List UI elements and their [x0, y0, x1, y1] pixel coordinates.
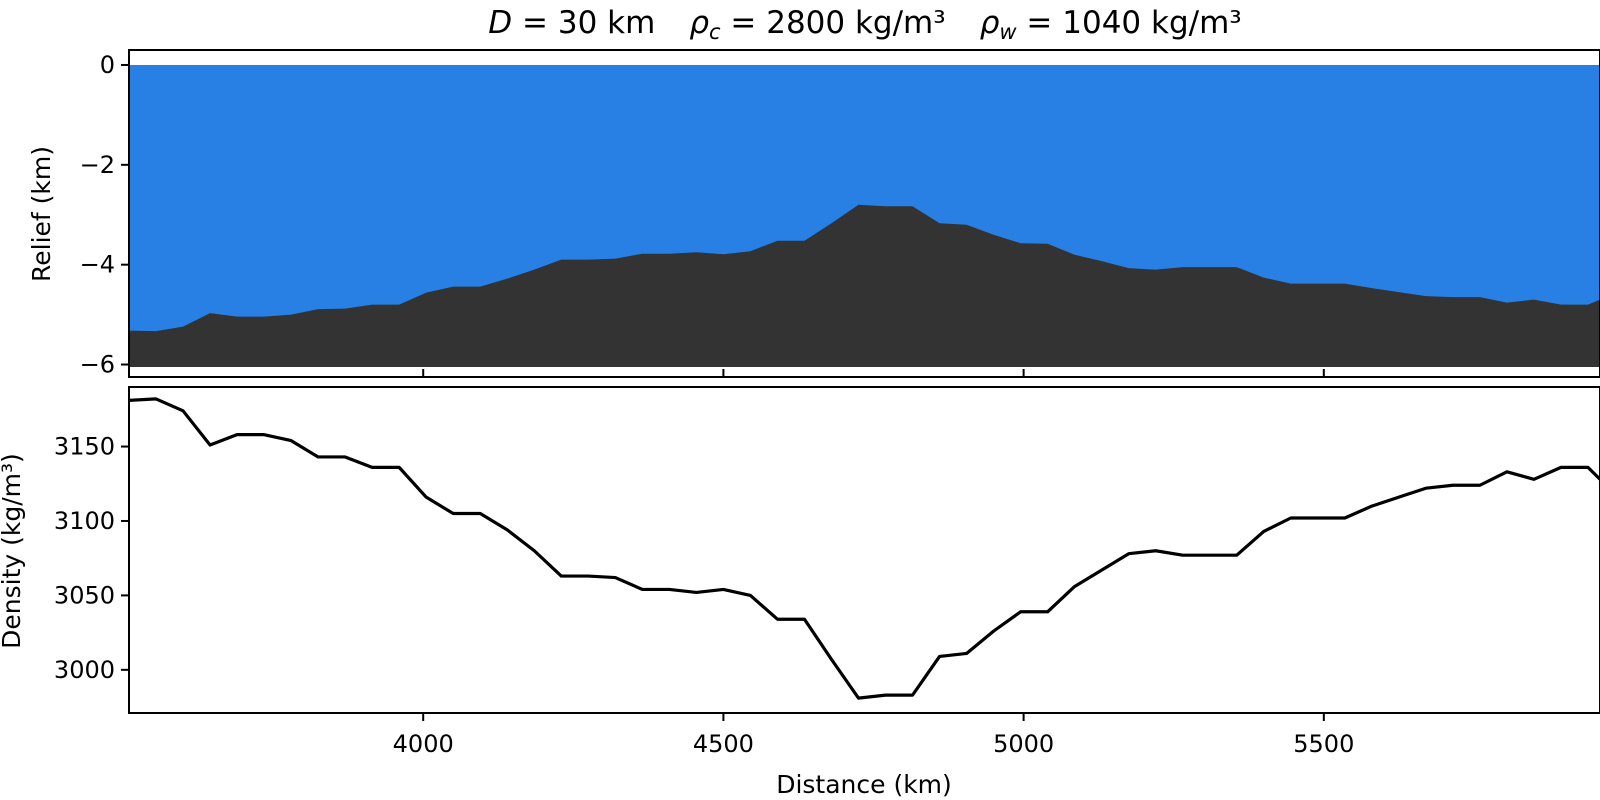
- relief-panel: 0 −2 −4 −6 Relief (km): [27, 49, 1600, 379]
- density-line-series: [128, 397, 1600, 700]
- title-rc-symbol: ρ: [689, 5, 709, 41]
- density-x-tick-label: 4500: [693, 730, 754, 758]
- density-x-tick-label: 4000: [393, 730, 454, 758]
- density-x-ticks: 4000 4500 5000 5500: [393, 713, 1354, 758]
- density-y-tick-label: 3050: [54, 581, 115, 609]
- density-y-axis-label: Density (kg/m³): [0, 453, 26, 649]
- title-rw-symbol: ρ: [980, 5, 1000, 41]
- relief-x-ticks: [422, 369, 1325, 377]
- relief-area-series: [129, 64, 1600, 368]
- seafloor-crust-area: [129, 204, 1600, 368]
- relief-y-tick-label: 0: [100, 51, 115, 79]
- relief-y-tick-label: −4: [80, 251, 115, 279]
- density-x-tick-label: 5500: [1293, 730, 1354, 758]
- density-y-tick-label: 3000: [54, 656, 115, 684]
- title-rc-sub: c: [709, 20, 721, 44]
- relief-y-tick-label: −2: [80, 151, 115, 179]
- relief-plot-frame: [128, 49, 1600, 378]
- title-rw-value: = 1040 kg/m³: [1017, 5, 1242, 41]
- title-rc-value: = 2800 kg/m³: [721, 5, 946, 41]
- relief-y-ticks: 0 −2 −4 −6: [80, 51, 129, 379]
- density-y-ticks: 3000 3050 3100 3150: [54, 433, 129, 684]
- density-y-tick-label: 3150: [54, 433, 115, 461]
- density-line: [128, 397, 1600, 700]
- title-d-symbol: D: [488, 5, 512, 41]
- distance-x-axis-label: Distance (km): [776, 770, 952, 799]
- density-panel: 3000 3050 3100 3150 4000 4500 5000 5500 Densit…: [0, 386, 1600, 799]
- relief-y-tick-label: −6: [80, 351, 115, 379]
- title-rw-sub: w: [999, 20, 1017, 44]
- density-x-tick-label: 5000: [993, 730, 1054, 758]
- density-y-tick-label: 3100: [54, 507, 115, 535]
- relief-y-axis-label: Relief (km): [27, 146, 56, 282]
- density-plot-frame: [128, 386, 1600, 714]
- title-d-value: = 30 km: [512, 5, 655, 41]
- chart-title: D = 30 km ρc = 2800 kg/m³ ρw = 1040 kg/m³: [488, 5, 1241, 44]
